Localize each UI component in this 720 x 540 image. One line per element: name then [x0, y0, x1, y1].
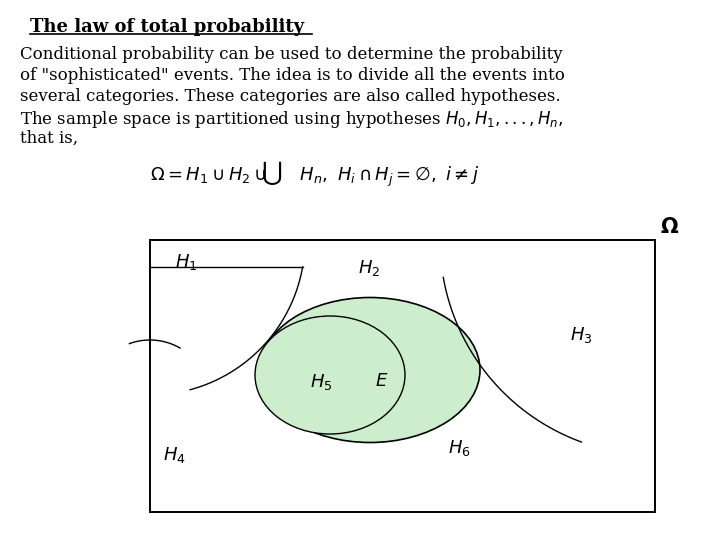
Text: $H_3$: $H_3$ [570, 325, 593, 345]
Ellipse shape [255, 316, 405, 434]
Text: The sample space is partitioned using hypotheses $H_0, H_1, ..., H_n,$: The sample space is partitioned using hy… [20, 109, 563, 130]
Text: $E$: $E$ [375, 372, 388, 390]
Text: of "sophisticated" events. The idea is to divide all the events into: of "sophisticated" events. The idea is t… [20, 67, 565, 84]
Text: The law of total probability: The law of total probability [30, 18, 304, 36]
Text: that is,: that is, [20, 130, 78, 147]
Text: $\boldsymbol{\Omega}$: $\boldsymbol{\Omega}$ [660, 217, 679, 237]
Text: $H_4$: $H_4$ [163, 445, 186, 465]
Bar [150, 240, 655, 512]
Text: several categories. These categories are also called hypotheses.: several categories. These categories are… [20, 88, 561, 105]
Text: Conditional probability can be used to determine the probability: Conditional probability can be used to d… [20, 46, 562, 63]
Text: $\Omega = H_1 \cup H_2 \cup\!\!\!\bigcup\quad H_n,\ H_i \cap H_j = \varnothing,\: $\Omega = H_1 \cup H_2 \cup\!\!\!\bigcup… [150, 160, 480, 189]
Ellipse shape [260, 298, 480, 442]
Text: $H_6$: $H_6$ [448, 438, 471, 458]
Text: $H_5$: $H_5$ [310, 372, 333, 392]
Text: $H_1$: $H_1$ [175, 252, 197, 272]
Text: $H_2$: $H_2$ [358, 258, 380, 278]
